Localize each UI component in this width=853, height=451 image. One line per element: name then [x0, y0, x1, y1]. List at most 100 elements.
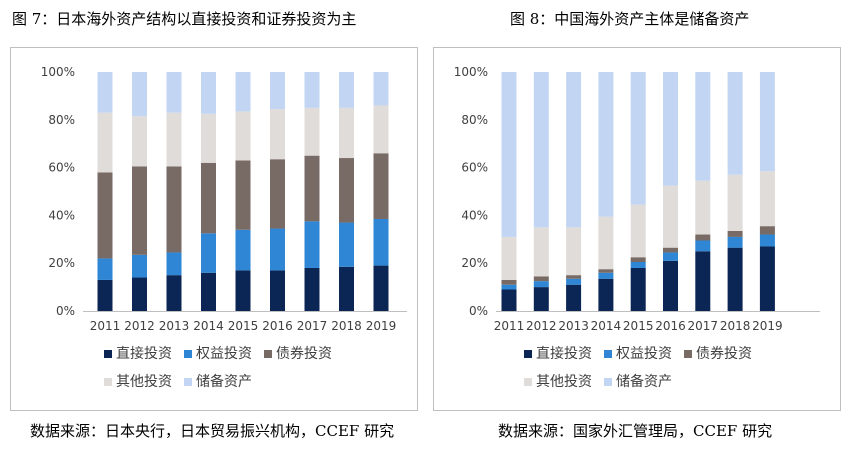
x-category-label: 2011: [494, 319, 525, 333]
bar-segment: [759, 234, 775, 247]
bar-segment: [304, 155, 320, 222]
bar-segment: [304, 72, 320, 108]
bar-segment: [166, 275, 182, 311]
bar-segment: [339, 107, 354, 159]
legend-label: 直接投资: [536, 345, 592, 362]
bar-segment: [501, 284, 517, 290]
x-category-label: 2015: [623, 319, 654, 333]
bar-segment: [533, 72, 549, 228]
bar-segment: [630, 204, 646, 258]
bar-segment: [663, 72, 678, 186]
x-category-label: 2014: [591, 319, 622, 333]
legend-label: 债券投资: [276, 346, 332, 362]
y-tick-label: 20%: [461, 256, 488, 270]
bar-segment: [695, 180, 711, 235]
bar-segment: [270, 109, 285, 160]
bar-segment: [339, 158, 354, 223]
y-tick-label: 40%: [461, 208, 488, 222]
bar-segment: [373, 105, 389, 154]
bar-segment: [695, 251, 711, 311]
bar-segment: [695, 240, 711, 252]
bar-segment: [339, 72, 354, 108]
chart-panel-japan: 0% 20% 40% 60% 80% 100% 2011 2012 2013 2014 2015 20…: [10, 47, 418, 411]
legend-swatch: [604, 378, 612, 386]
bar-segment: [97, 112, 113, 173]
bar-segment: [695, 234, 711, 241]
bar-segment: [132, 116, 147, 167]
bar-segment: [373, 153, 389, 219]
bar-segment: [566, 278, 582, 285]
bar-segment: [501, 72, 517, 237]
bar-segment: [533, 227, 549, 277]
y-tick-label: 0%: [56, 304, 75, 318]
bar-segment: [533, 287, 549, 311]
legend-label: 储备资产: [196, 373, 252, 390]
y-tick-label: 80%: [48, 113, 75, 127]
x-category-label: 2015: [228, 319, 259, 333]
bar-segment: [630, 72, 646, 205]
x-category-label: 2014: [193, 319, 224, 333]
figure-8-source: 数据来源：国家外汇管理局，CCEF 研究: [498, 422, 773, 440]
bar-segment: [630, 267, 646, 311]
bar-segment: [598, 269, 614, 273]
bar-segment: [566, 72, 582, 228]
bar-segment: [727, 236, 743, 248]
bar-segment: [166, 166, 182, 253]
bar-segment: [630, 257, 646, 263]
legend-swatch: [524, 350, 532, 358]
bar-segment: [235, 72, 251, 112]
y-tick-label: 0%: [469, 304, 488, 318]
legend-swatch: [524, 378, 532, 386]
bar-segment: [97, 72, 113, 113]
x-category-label: 2018: [720, 319, 751, 333]
x-category-label: 2013: [159, 319, 190, 333]
bar-segment: [132, 277, 147, 311]
legend-label: 储备资产: [616, 373, 672, 390]
bar-segment: [501, 279, 517, 285]
bar-segment: [759, 226, 775, 235]
bar-segment: [566, 275, 582, 279]
legend-swatch: [104, 378, 112, 386]
bar-segment: [270, 72, 285, 110]
x-category-label: 2016: [655, 319, 686, 333]
bar-segment: [533, 276, 549, 282]
figure-7-source: 数据来源：日本央行，日本贸易振兴机构，CCEF 研究: [30, 422, 395, 440]
x-category-label: 2017: [297, 319, 328, 333]
bar-segment: [201, 233, 216, 273]
bar-segment: [201, 113, 216, 163]
x-category-label: 2013: [558, 319, 589, 333]
bar-segment: [235, 111, 251, 161]
x-category-label: 2012: [124, 319, 155, 333]
bar-segment: [373, 72, 389, 106]
bar-segment: [373, 265, 389, 311]
bar-segment: [598, 216, 614, 270]
legend-label: 权益投资: [616, 346, 672, 362]
japan-stacked-bar-chart: 0%20%40%60%80%100%2011 2012 2013 2014 2015 20…: [41, 65, 407, 390]
chart-panel-china: 0% 20% 40% 60% 80% 100% 2011 2012 2013 2014 2015 20…: [433, 47, 841, 411]
legend-label: 其他投资: [116, 374, 172, 390]
legend-swatch: [184, 350, 192, 358]
x-category-label: 2012: [526, 319, 557, 333]
bar-segment: [235, 229, 251, 271]
bar-segment: [339, 222, 354, 267]
bar-segment: [304, 221, 320, 268]
y-tick-label: 60%: [48, 161, 75, 175]
bar-segment: [270, 228, 285, 271]
bar-segment: [663, 247, 678, 253]
legend-label: 其他投资: [536, 374, 592, 390]
bar-segment: [566, 227, 582, 276]
bar-segment: [663, 260, 678, 311]
bar-segment: [201, 162, 216, 234]
bar-segment: [501, 236, 517, 280]
x-category-label: 2017: [688, 319, 719, 333]
bar-segment: [97, 279, 113, 311]
bar-segment: [566, 284, 582, 311]
bar-segment: [501, 289, 517, 311]
bar-segment: [132, 166, 147, 255]
legend-label: 直接投资: [116, 345, 172, 362]
bar-segment: [166, 72, 182, 113]
legend-label: 债券投资: [696, 346, 752, 362]
y-tick-label: 40%: [48, 208, 75, 222]
bar-segment: [235, 270, 251, 311]
bar-segment: [598, 72, 614, 217]
